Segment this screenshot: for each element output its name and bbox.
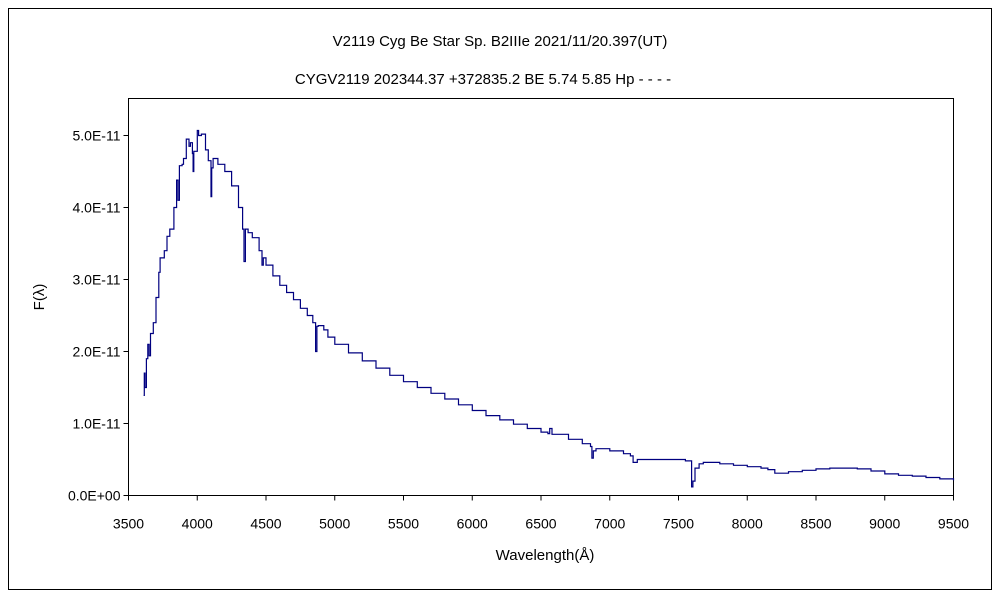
chart-subtitle: CYGV2119 202344.37 +372835.2 BE 5.74 5.8… xyxy=(295,71,671,88)
x-tick-label: 7000 xyxy=(594,516,625,532)
x-tick-label: 4500 xyxy=(250,516,281,532)
x-tick-label: 5000 xyxy=(319,516,350,532)
x-tick-label: 7500 xyxy=(663,516,694,532)
y-tick-label: 5.0E-11 xyxy=(73,128,121,144)
x-tick-label: 3500 xyxy=(113,516,144,532)
chart-title: V2119 Cyg Be Star Sp. B2IIIe 2021/11/20.… xyxy=(333,33,668,50)
y-tick-label: 2.0E-11 xyxy=(73,344,121,360)
x-tick-label: 9500 xyxy=(938,516,969,532)
y-tick-label: 4.0E-11 xyxy=(73,200,121,216)
y-tick-label: 1.0E-11 xyxy=(73,416,121,432)
y-axis-label: F(λ) xyxy=(31,284,48,311)
x-tick-label: 8500 xyxy=(800,516,831,532)
x-axis-label: Wavelength(Å) xyxy=(496,547,595,564)
x-tick-label: 9000 xyxy=(869,516,900,532)
series-line xyxy=(143,129,955,488)
x-tick-label: 5500 xyxy=(388,516,419,532)
y-tick-label: 0.0E+00 xyxy=(68,488,121,504)
x-tick-label: 6000 xyxy=(457,516,488,532)
x-tick-label: 8000 xyxy=(732,516,763,532)
chart-frame xyxy=(8,8,992,590)
y-tick-label: 3.0E-11 xyxy=(73,272,121,288)
x-tick-label: 6500 xyxy=(525,516,556,532)
x-tick-label: 4000 xyxy=(182,516,213,532)
